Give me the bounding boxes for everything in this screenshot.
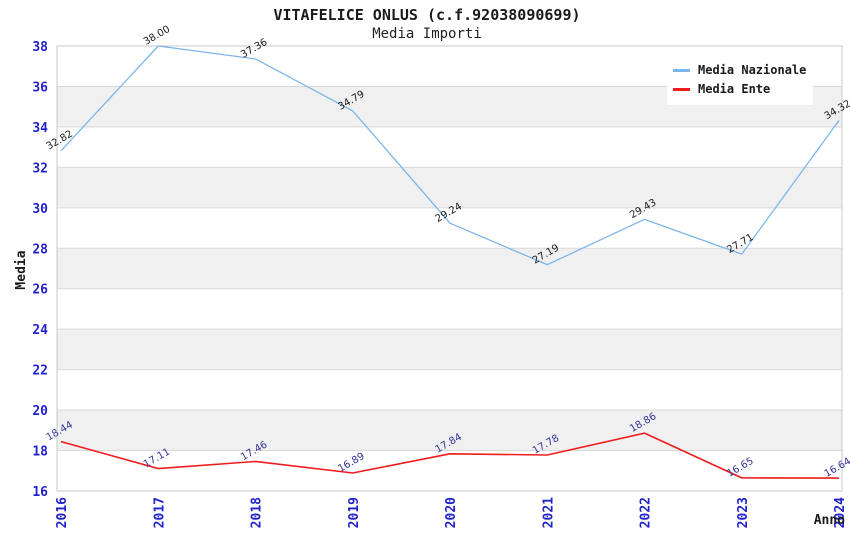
svg-text:22: 22 <box>32 364 48 379</box>
svg-text:2018: 2018 <box>250 497 265 528</box>
svg-text:2020: 2020 <box>444 497 459 528</box>
y-axis-tick-labels: 16 18 20 22 24 26 28 30 32 34 36 38 <box>32 40 48 500</box>
svg-text:2022: 2022 <box>639 497 654 528</box>
x-axis-title: Anno <box>814 513 845 528</box>
legend: Media Nazionale Media Ente <box>667 55 813 105</box>
series-lines <box>60 45 840 479</box>
legend-item-media-ente: Media Ente <box>673 80 809 99</box>
svg-text:16.64: 16.64 <box>823 456 850 480</box>
svg-text:26: 26 <box>32 283 48 298</box>
legend-label-media-ente: Media Ente <box>698 82 771 96</box>
y-axis-title: Media <box>14 250 29 289</box>
svg-text:2016: 2016 <box>55 497 70 528</box>
svg-text:32: 32 <box>32 161 48 176</box>
svg-text:20: 20 <box>32 404 48 419</box>
legend-item-media-nazionale: Media Nazionale <box>673 61 809 80</box>
plot-border <box>56 45 843 492</box>
chart-subtitle: Media Importi <box>372 26 482 42</box>
svg-text:37.36: 37.36 <box>239 37 269 61</box>
svg-text:24: 24 <box>32 323 48 338</box>
media-ente-line-icon <box>673 88 690 91</box>
svg-text:32.82: 32.82 <box>45 129 75 153</box>
svg-text:16: 16 <box>32 485 48 500</box>
svg-text:2024: 2024 <box>833 497 848 528</box>
svg-text:16.65: 16.65 <box>725 456 755 480</box>
chart-title: VITAFELICE ONLUS (c.f.92038090699) <box>273 6 580 24</box>
x-axis-tick-labels: 2016 2017 2018 2019 2020 2021 2022 2023 2024 <box>55 497 848 528</box>
svg-text:34: 34 <box>32 121 48 136</box>
media-nazionale-line-icon <box>673 69 690 72</box>
svg-text:2017: 2017 <box>152 497 167 528</box>
svg-text:2021: 2021 <box>541 497 556 528</box>
svg-text:30: 30 <box>32 202 48 217</box>
svg-text:36: 36 <box>32 80 48 95</box>
svg-text:18: 18 <box>32 445 48 460</box>
svg-text:38: 38 <box>32 40 48 55</box>
svg-text:2019: 2019 <box>347 497 362 528</box>
svg-text:28: 28 <box>32 242 48 257</box>
svg-text:2023: 2023 <box>736 497 751 528</box>
legend-label-media-nazionale: Media Nazionale <box>698 63 807 77</box>
plot-bands <box>57 86 842 451</box>
svg-text:38.00: 38.00 <box>142 24 172 48</box>
